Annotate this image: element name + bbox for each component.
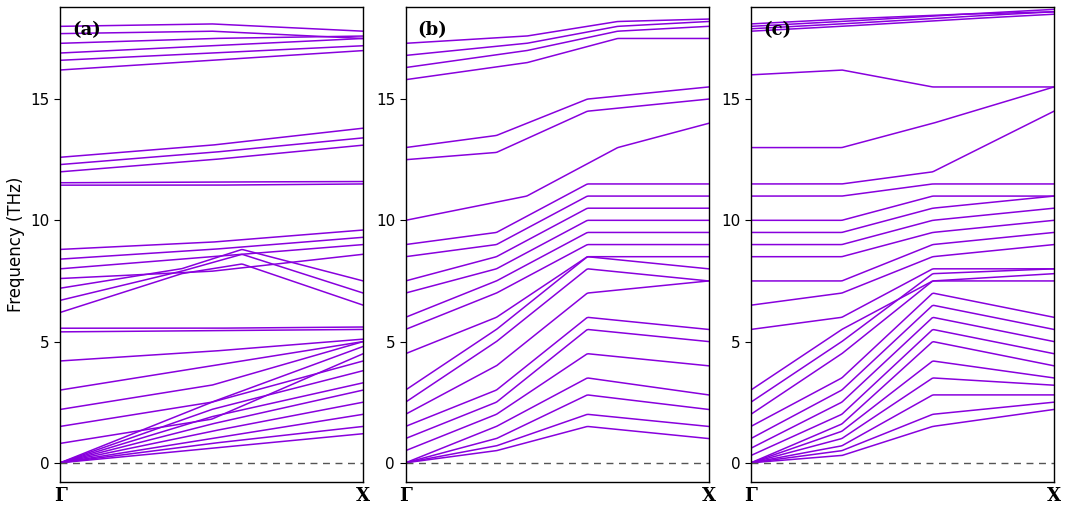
- Text: (a): (a): [73, 21, 101, 39]
- Y-axis label: Frequency (THz): Frequency (THz): [7, 177, 25, 312]
- Text: (b): (b): [418, 21, 447, 39]
- Text: (c): (c): [763, 21, 791, 39]
